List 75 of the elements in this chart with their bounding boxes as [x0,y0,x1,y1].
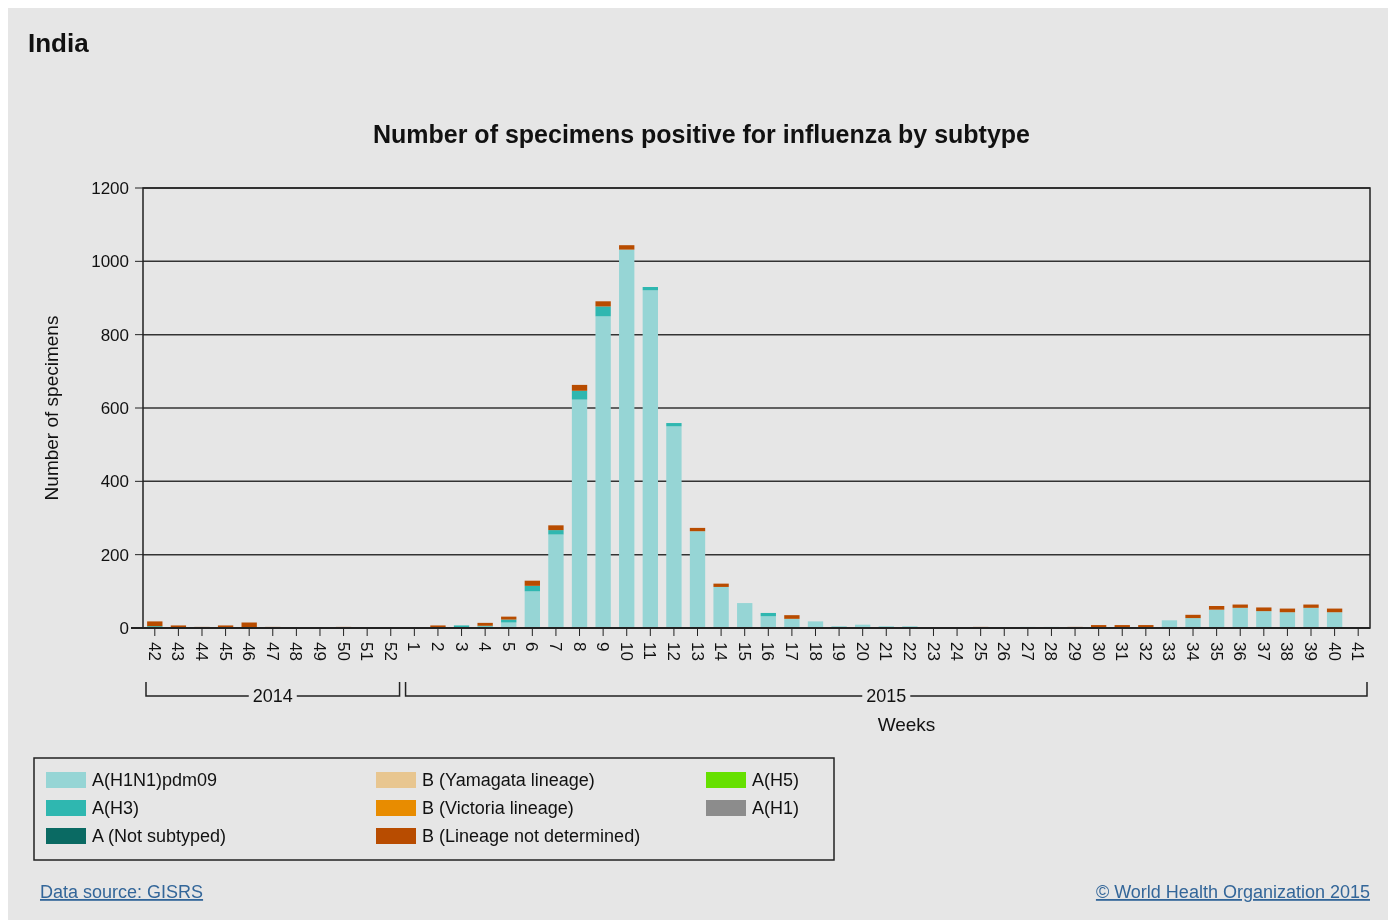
x-tick-label: 34 [1183,642,1203,661]
y-tick-label: 1000 [91,252,129,272]
y-tick-label: 800 [100,325,129,345]
x-tick-label: 17 [781,642,801,661]
x-tick-label: 42 [144,642,164,661]
x-tick-label: 1 [404,642,424,652]
x-tick-label: 11 [640,642,660,660]
chart-subtitle: Number of specimens positive for influenza by subtype [372,120,1031,148]
x-tick-label: 12 [663,642,683,661]
y-tick-label: 0 [119,618,129,638]
x-tick-label: 36 [1230,642,1250,661]
x-tick-label: 31 [1112,642,1132,661]
x-tick-label: 9 [593,642,613,652]
x-tick-label: 25 [970,642,990,661]
x-tick-label: 40 [1324,642,1344,661]
x-tick-label: 27 [1017,642,1037,661]
text: 2014 [252,686,293,707]
x-tick-label: 10 [616,642,636,661]
x-tick-label: 14 [711,642,731,661]
y-tick-label: 200 [100,545,129,565]
x-tick-label: 21 [876,642,896,661]
x-tick-label: 46 [239,642,259,661]
x-tick-label: 52 [380,642,400,661]
x-tick-label: 38 [1277,642,1297,661]
legend-label: A(H1N1)pdm09 [92,770,218,791]
x-tick-label: 37 [1253,642,1273,661]
x-tick-label: 7 [545,642,565,652]
x-tick-label: 26 [994,642,1014,661]
x-tick-label: 22 [899,642,919,661]
chart-title: India [28,28,90,58]
x-tick-label: 41 [1348,642,1368,661]
text: 2015 [866,686,907,707]
x-tick-label: 30 [1088,642,1108,661]
x-tick-label: 29 [1065,642,1085,661]
x-tick-label: 3 [451,642,471,652]
y-tick-label: 400 [100,472,129,492]
legend-label: A(H3) [92,798,140,819]
y-axis-title: Number of specimens [41,315,62,501]
x-tick-label: 43 [168,642,188,661]
x-tick-label: 20 [852,642,872,661]
source-note: Data source: GISRS [40,882,204,902]
legend-label: B (Victoria lineage) [422,798,574,819]
x-tick-label: 6 [522,642,542,652]
x-tick-label: 50 [333,642,353,661]
x-tick-label: 51 [357,642,377,661]
x-tick-label: 39 [1301,642,1321,661]
x-tick-label: 32 [1135,642,1155,661]
x-tick-label: 5 [498,642,518,652]
x-tick-label: 47 [262,642,282,661]
x-tick-label: 16 [758,642,778,661]
x-tick-label: 49 [310,642,330,661]
x-tick-label: 23 [923,642,943,661]
legend-label: B (Lineage not determined) [422,826,641,847]
x-tick-label: 28 [1041,642,1061,661]
text: © World Health Organization 2015 [1095,882,1370,902]
legend-label: A(H1) [752,798,800,819]
legend-label: A(H5) [752,770,800,791]
x-tick-label: 45 [215,642,235,661]
legend-label: A (Not subtyped) [92,826,227,847]
x-tick-label: 2 [428,642,447,652]
x-tick-label: 15 [734,642,754,661]
x-tick-label: 19 [829,642,849,661]
x-tick-label: 13 [687,642,707,661]
x-tick-label: 24 [947,642,967,661]
x-axis-title: Weeks [877,714,936,735]
x-tick-label: 48 [286,642,306,661]
x-tick-label: 33 [1159,642,1179,661]
y-tick-label: 600 [100,398,129,418]
legend-label: B (Yamagata lineage) [422,770,595,791]
x-tick-label: 44 [192,642,212,661]
x-tick-label: 35 [1206,642,1226,661]
x-tick-label: 4 [475,642,495,652]
y-tick-label: 1200 [91,178,129,198]
x-tick-label: 18 [805,642,825,661]
x-tick-label: 8 [569,642,589,652]
